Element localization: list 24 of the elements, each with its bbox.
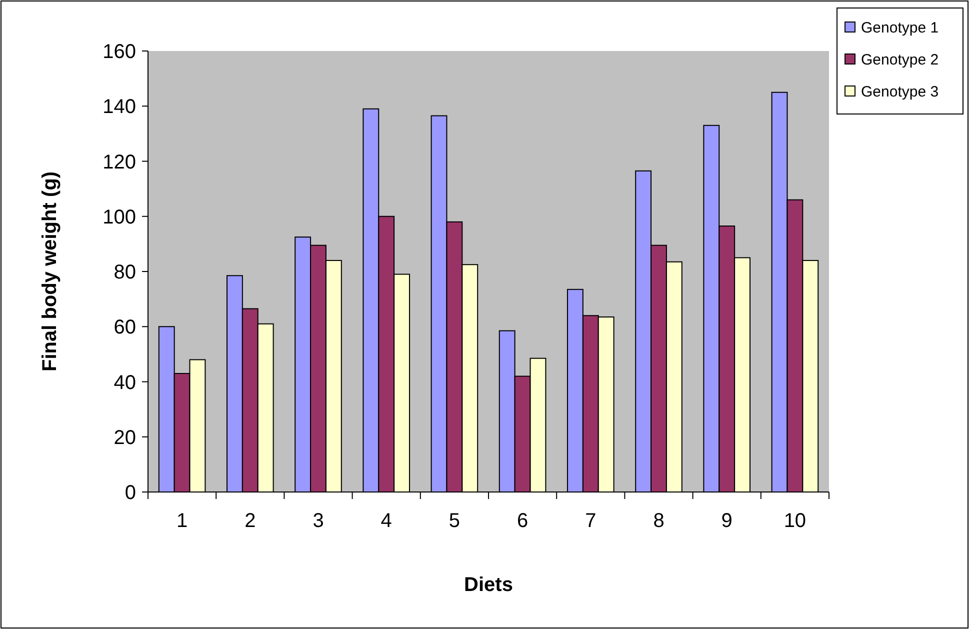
y-tick-label: 0 bbox=[124, 482, 136, 504]
x-tick-label: 4 bbox=[380, 510, 392, 532]
legend-label: Genotype 2 bbox=[861, 51, 939, 68]
y-tick-label: 40 bbox=[114, 372, 136, 394]
legend-label: Genotype 3 bbox=[861, 83, 939, 100]
y-tick-label: 140 bbox=[102, 96, 136, 118]
x-tick-label: 8 bbox=[653, 510, 664, 532]
x-tick-label: 7 bbox=[585, 510, 596, 532]
x-tick-label: 1 bbox=[176, 510, 188, 532]
y-tick-label: 100 bbox=[102, 206, 136, 228]
x-axis-title: Diets bbox=[464, 574, 513, 596]
y-tick-label: 60 bbox=[114, 316, 136, 339]
x-tick-label: 10 bbox=[784, 510, 806, 532]
x-tick-label: 5 bbox=[448, 510, 460, 532]
y-axis-title: Final body weight (g) bbox=[39, 172, 61, 372]
y-tick-label: 120 bbox=[102, 151, 136, 174]
x-tick-label: 6 bbox=[516, 510, 528, 532]
legend-label: Genotype 1 bbox=[861, 19, 939, 36]
x-tick-label: 3 bbox=[312, 510, 324, 532]
x-tick-label: 2 bbox=[244, 510, 256, 532]
y-tick-label: 80 bbox=[114, 262, 136, 284]
x-tick-label: 9 bbox=[721, 510, 732, 532]
y-tick-label: 160 bbox=[102, 41, 136, 63]
y-tick-label: 20 bbox=[114, 426, 136, 449]
